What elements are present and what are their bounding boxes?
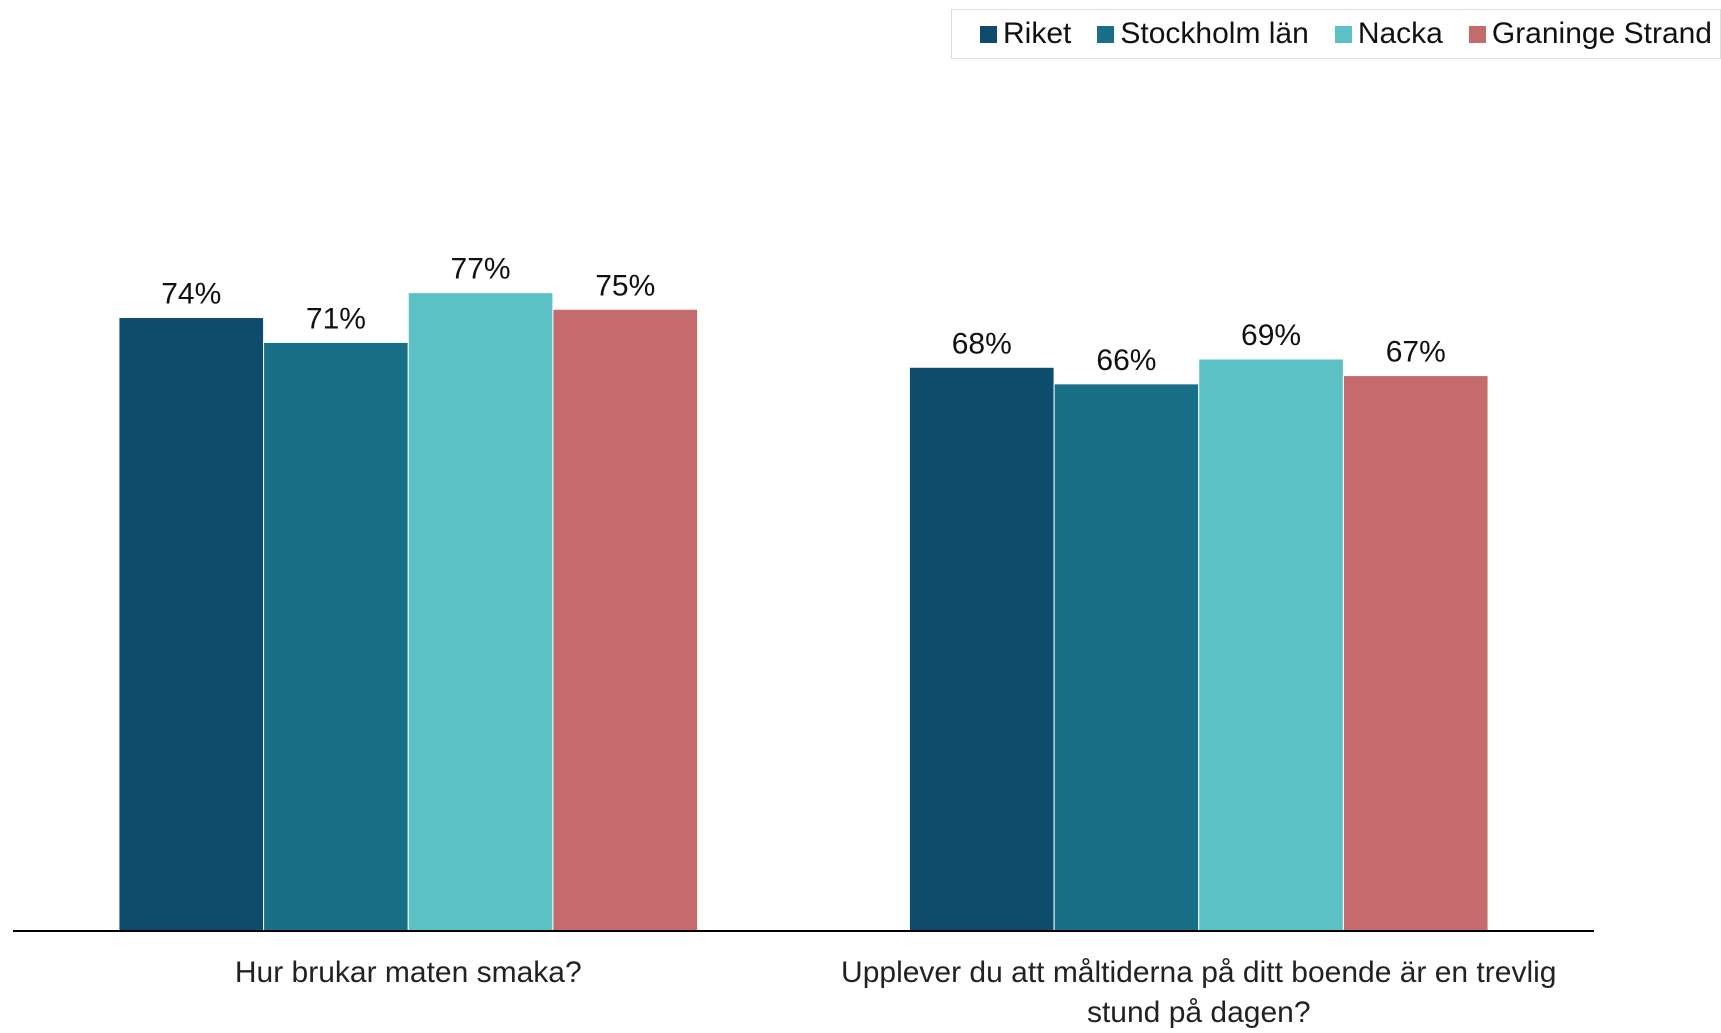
x-tick-label: Hur brukar maten smaka? [234,956,582,989]
legend-label: Stockholm län [1120,17,1309,50]
bar [118,317,265,932]
value-label: 69% [1241,319,1301,352]
bar [1053,383,1200,932]
legend-swatch [1468,25,1486,43]
legend-swatch [980,25,998,43]
value-label: 68% [952,327,1012,360]
value-label: 71% [306,302,366,335]
legend-item: Graninge Strand [1468,17,1712,51]
legend-label: Graninge Strand [1491,17,1712,50]
legend-swatch [1097,25,1115,43]
bar [407,292,554,932]
value-label: 66% [1096,344,1156,377]
legend-item: Stockholm län [1097,17,1309,51]
legend-label: Riket [1003,17,1072,50]
value-label: 75% [595,269,655,302]
value-label: 67% [1386,336,1446,369]
bar [1198,358,1344,932]
legend-item: Riket [980,17,1071,51]
legend-swatch [1334,25,1352,43]
value-label: 77% [451,253,511,286]
legend-label: Nacka [1357,17,1443,50]
bar [552,308,699,932]
legend: Riket Stockholm län Nacka Graninge Strand [951,9,1721,59]
value-label: 74% [161,278,221,311]
bar [263,341,409,932]
x-tick-label: Upplever du att måltiderna på ditt boend… [841,956,1557,1029]
legend-item: Nacka [1334,17,1443,51]
bar [908,366,1055,932]
bar [1342,375,1489,932]
